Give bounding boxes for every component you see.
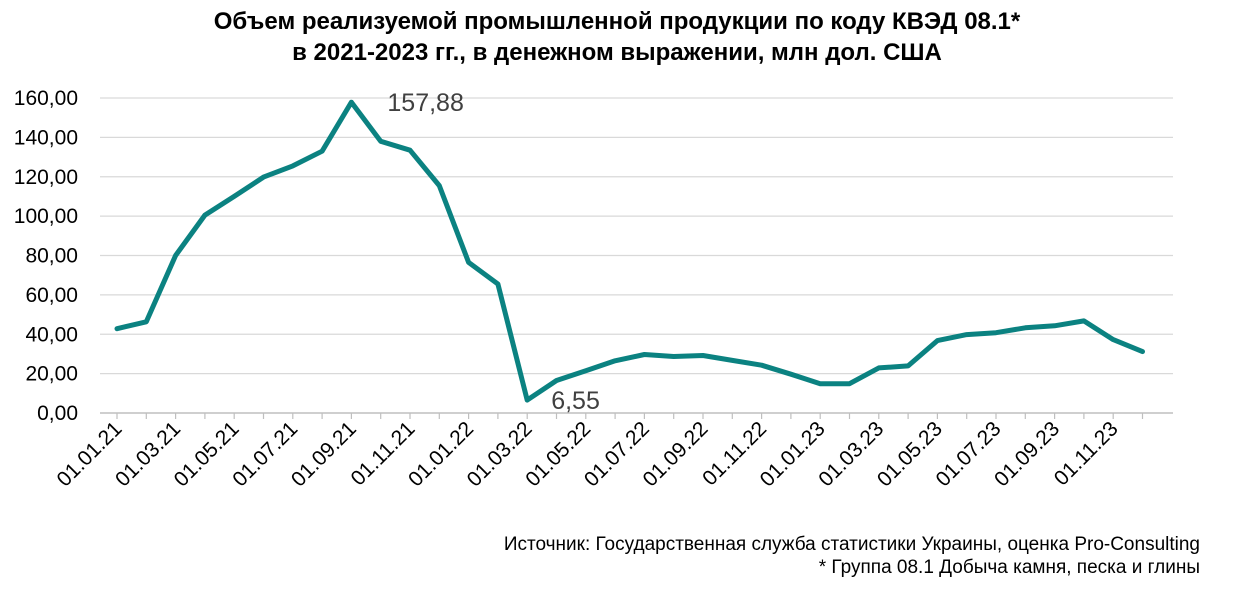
x-axis (100, 412, 1173, 419)
x-tick-label: 01.09.23 (990, 417, 1064, 491)
x-tick-label: 01.09.22 (638, 417, 712, 491)
footnote-text: * Группа 08.1 Добыча камня, песка и глин… (818, 557, 1200, 578)
x-tick-label: 01.09.21 (287, 417, 361, 491)
chart-title-line-2: в 2021-2023 гг., в денежном выражении, м… (292, 39, 942, 66)
min-value-label: 6,55 (551, 387, 600, 415)
y-tick-label: 40,00 (25, 323, 78, 346)
y-tick-label: 0,00 (37, 402, 78, 425)
gridlines (100, 97, 1173, 375)
y-axis-tick-labels: 0,00 20,00 40,00 60,00 80,00 100,00 120,00 140,… (14, 87, 78, 425)
max-value-label: 157,88 (387, 89, 463, 117)
y-tick-label: 80,00 (25, 245, 78, 268)
y-tick-label: 60,00 (25, 284, 78, 307)
chart-title: Объем реализуемой промышленной продукции… (0, 6, 1234, 68)
source-text: Источник: Государственная служба статист… (503, 534, 1200, 555)
y-tick-label: 20,00 (25, 363, 78, 386)
chart-title-line-1: Объем реализуемой промышленной продукции… (213, 8, 1021, 35)
annotations: 157,88 6,55 (387, 89, 599, 415)
source-note: Источник: Государственная служба статист… (504, 533, 1200, 579)
series-group (114, 99, 1145, 403)
y-tick-label: 120,00 (14, 166, 78, 189)
x-axis-tick-labels: 01.01.2101.03.2101.05.2101.07.2101.09.21… (52, 417, 1122, 491)
x-tick-label: 01.11.23 (1050, 417, 1123, 490)
y-tick-label: 100,00 (14, 205, 78, 228)
series-line (114, 99, 1145, 403)
y-tick-label: 140,00 (14, 126, 78, 149)
y-tick-label: 160,00 (14, 87, 78, 110)
